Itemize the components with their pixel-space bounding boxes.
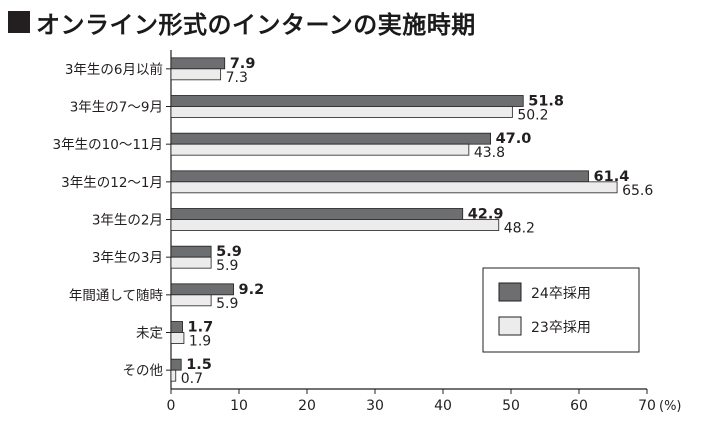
category-label: 3年生の7～9月 [70,100,163,116]
title-text: オンライン形式のインターンの実施時期 [36,10,476,39]
data-label-24-sotsu: 47.0 [496,131,532,147]
data-label-23-sotsu: 5.9 [216,296,238,312]
bar-23-sotsu [170,106,513,118]
bar-23-sotsu [170,369,177,382]
legend-swatch [498,316,522,336]
bar-23-sotsu [170,332,185,344]
bar-24-sotsu [170,245,212,258]
category-label: 3年生の3月 [92,250,163,266]
bar-24-sotsu [170,57,226,70]
bar-24-sotsu [170,358,182,371]
data-label-23-sotsu: 50.2 [517,108,548,124]
data-label-24-sotsu: 5.9 [216,244,242,260]
x-tick-label: 40 [434,398,452,414]
x-tick-label: 60 [570,398,588,414]
x-tick-label: 30 [366,398,384,414]
legend-label: 24卒採用 [531,286,591,302]
chart-title: オンライン形式のインターンの実施時期 [8,4,476,40]
category-label: 3年生の6月以前 [65,61,163,78]
x-tick-label: 70 [638,398,656,414]
bar-24-sotsu [170,132,492,145]
data-label-23-sotsu: 1.9 [189,334,211,350]
x-axis-unit: (%) [659,399,682,414]
category-label: その他 [123,363,164,379]
data-label-24-sotsu: 1.5 [186,357,212,373]
bar-23-sotsu [170,219,500,231]
category-label: 3年生の2月 [92,213,163,229]
x-tick-label: 20 [298,398,316,414]
data-label-24-sotsu: 51.8 [528,94,564,110]
category-label: 3年生の12～1月 [61,175,163,191]
data-label-24-sotsu: 9.2 [239,282,265,298]
bar-24-sotsu [170,208,464,220]
category-label: 3年生の10～11月 [53,137,163,153]
legend-swatch [498,282,522,302]
legend-label: 23卒採用 [531,320,591,336]
data-label-23-sotsu: 0.7 [181,371,203,387]
x-tick-label: 50 [502,398,520,414]
bar-24-sotsu [170,170,589,183]
bar-24-sotsu [170,321,183,333]
bar-23-sotsu [170,143,470,156]
data-label-23-sotsu: 43.8 [474,145,505,161]
data-label-24-sotsu: 61.4 [594,169,630,185]
title-square-marker [8,11,30,33]
x-tick-label: 0 [167,398,176,414]
data-label-23-sotsu: 7.3 [226,70,248,86]
legend-box [482,267,640,353]
data-label-23-sotsu: 5.9 [216,258,238,274]
data-label-24-sotsu: 7.9 [230,56,256,72]
category-label: 年間通して随時 [69,288,164,304]
data-label-23-sotsu: 65.6 [622,183,653,199]
x-tick-label: 10 [230,398,248,414]
data-label-23-sotsu: 48.2 [504,221,535,237]
bar-24-sotsu [170,283,234,296]
bar-24-sotsu [170,95,524,107]
data-label-24-sotsu: 1.7 [188,320,214,336]
data-label-24-sotsu: 42.9 [468,207,504,223]
bar-23-sotsu [170,294,212,307]
bar-23-sotsu [170,256,212,269]
category-label: 未定 [136,326,163,342]
bar-23-sotsu [170,68,222,81]
bar-23-sotsu [170,181,618,194]
